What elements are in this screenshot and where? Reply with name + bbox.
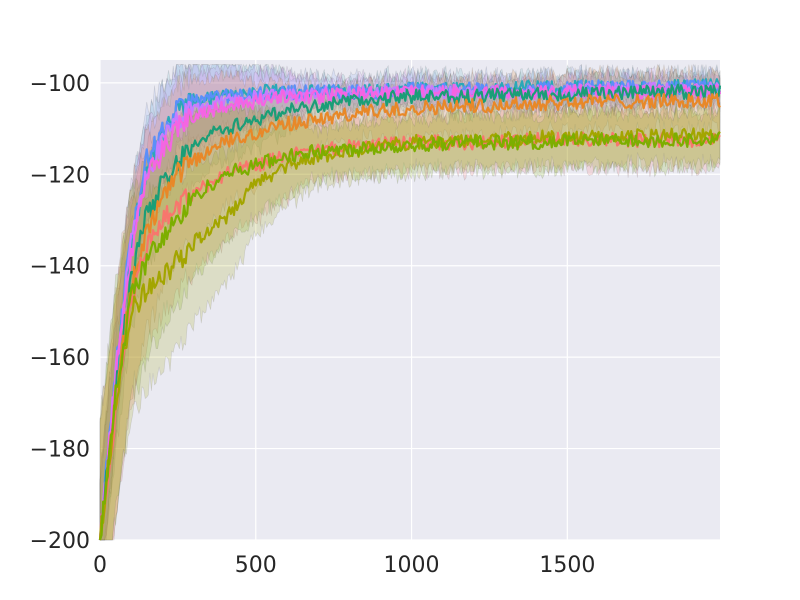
y-tick-label: −100	[30, 72, 90, 97]
x-axis-ticks: 0 500 1000 1500	[93, 553, 595, 578]
y-tick-label: −120	[30, 163, 90, 188]
series-line-4	[98, 83, 722, 541]
x-tick-label: 500	[235, 553, 277, 578]
series-band-3	[99, 65, 721, 541]
y-axis-ticks: −200 −180 −160 −140 −120 −100	[30, 72, 90, 554]
x-tick-label: 0	[93, 553, 107, 578]
series-line-8	[98, 131, 721, 541]
series-line-5	[98, 92, 721, 541]
series-lines	[98, 78, 722, 541]
y-tick-label: −140	[30, 255, 90, 280]
y-tick-label: −180	[30, 438, 90, 463]
series-band-7	[99, 97, 721, 541]
x-tick-label: 1000	[384, 553, 440, 578]
y-tick-label: −160	[30, 346, 90, 371]
series-band-2	[99, 63, 721, 541]
x-tick-label: 1500	[539, 553, 595, 578]
series-band-0	[99, 63, 721, 541]
y-tick-label: −200	[30, 529, 90, 554]
